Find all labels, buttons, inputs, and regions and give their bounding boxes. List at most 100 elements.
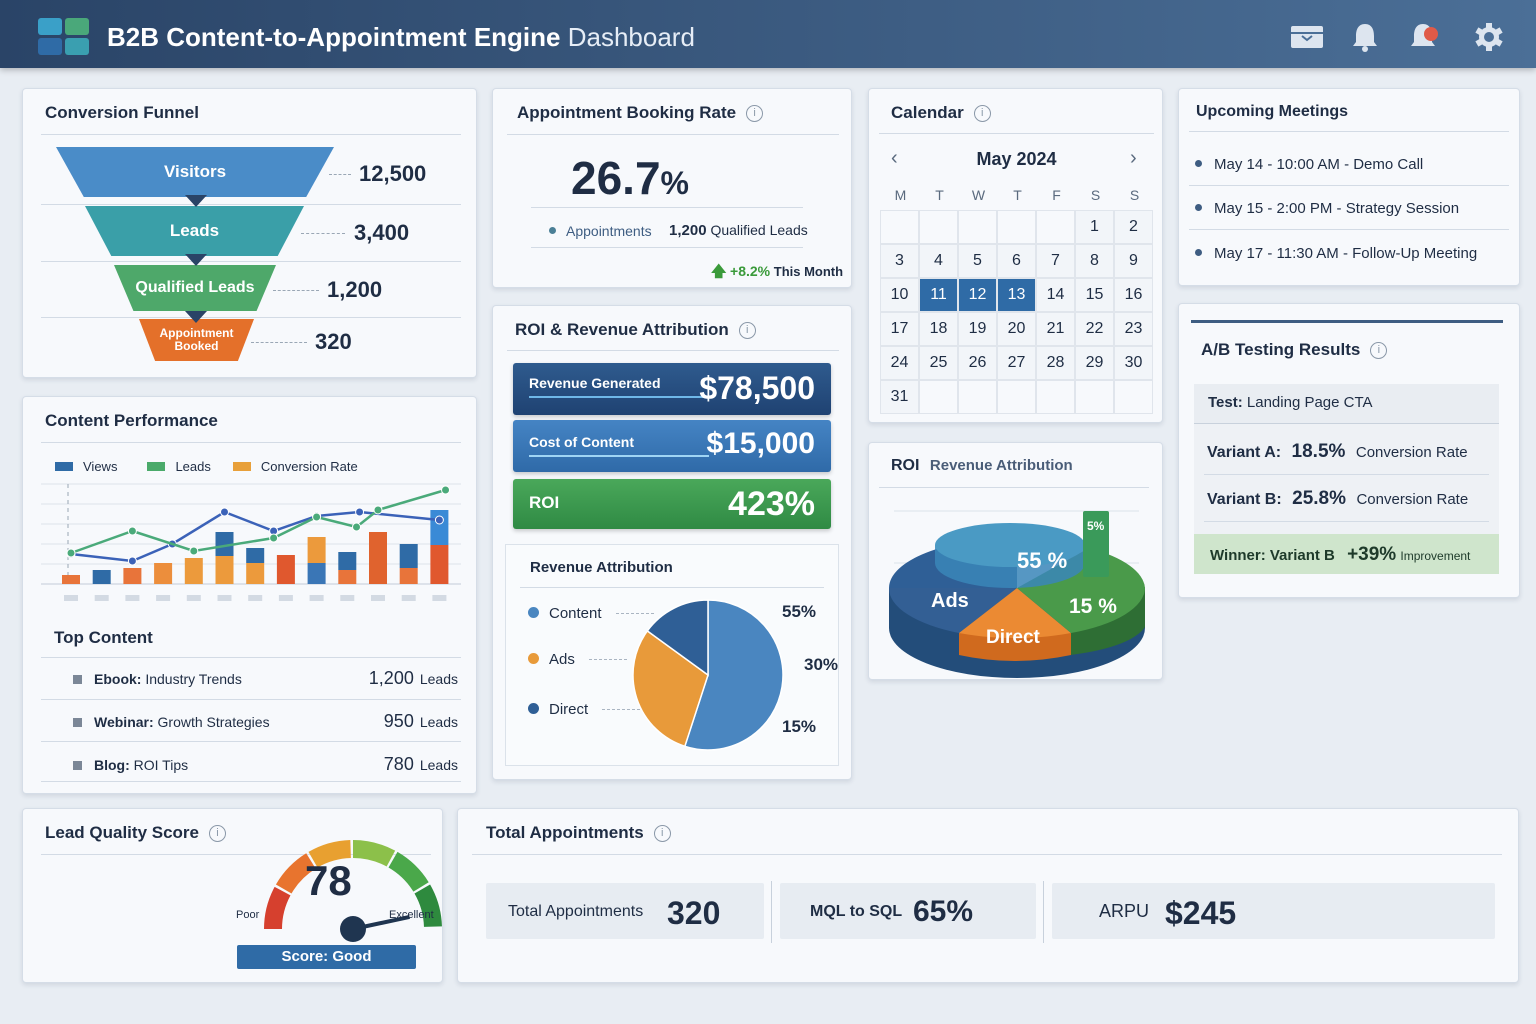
- calendar-day-18[interactable]: 18: [919, 312, 958, 346]
- x-tick-label: [94, 595, 109, 601]
- funnel-stage-appointment-booked[interactable]: Appointment Booked: [139, 319, 254, 361]
- gauge-min-label: Poor: [236, 909, 260, 921]
- line-point: [269, 533, 279, 543]
- stat-arpu: ARPU $245: [1052, 883, 1495, 939]
- panel-title: Upcoming Meetings: [1196, 103, 1349, 120]
- calendar-day-2[interactable]: 2: [1114, 210, 1153, 244]
- calendar-day-11[interactable]: 11: [919, 278, 958, 312]
- pie-slice-ads: [632, 629, 709, 748]
- inbox-icon[interactable]: [1289, 22, 1325, 52]
- meeting-item[interactable]: May 15 - 2:00 PM - Strategy Session: [1195, 200, 1459, 217]
- panel-title: A/B Testing Results i: [1201, 340, 1388, 360]
- next-month-button[interactable]: ›: [1130, 147, 1137, 169]
- calendar-day-19[interactable]: 19: [958, 312, 997, 346]
- gauge-segment: [264, 886, 291, 930]
- bar-segment: [430, 545, 449, 584]
- info-icon[interactable]: i: [738, 322, 756, 339]
- calendar-day-28[interactable]: 28: [1036, 346, 1075, 380]
- info-icon[interactable]: i: [973, 105, 991, 122]
- funnel-stage-qualified-leads[interactable]: Qualified Leads: [114, 265, 276, 311]
- calendar-day-23[interactable]: 23: [1114, 312, 1153, 346]
- funnel-stage-visitors[interactable]: Visitors: [56, 147, 334, 197]
- label-direct: Direct: [986, 627, 1041, 648]
- top-content-item[interactable]: Webinar: Growth Strategies: [73, 714, 270, 730]
- calendar-day-15[interactable]: 15: [1075, 278, 1114, 312]
- top-content-item[interactable]: Blog: ROI Tips: [73, 757, 188, 773]
- calendar-day-4[interactable]: 4: [919, 244, 958, 278]
- x-tick-label: [125, 595, 140, 601]
- calendar-empty-cell: [1075, 380, 1114, 414]
- roi-attribution-3d-panel: ROI Revenue Attribution 55 % 15 % 5% Ads…: [868, 442, 1163, 680]
- bar-segment: [184, 558, 203, 584]
- calendar-day-24[interactable]: 24: [880, 346, 919, 380]
- bar-segment: [369, 532, 387, 584]
- calendar-day-29[interactable]: 29: [1075, 346, 1114, 380]
- bar-segment: [338, 552, 357, 570]
- booking-legend: Appointments: [549, 223, 652, 239]
- panel-title: Total Appointments i: [486, 823, 671, 843]
- calendar-day-27[interactable]: 27: [997, 346, 1036, 380]
- info-icon[interactable]: i: [746, 105, 764, 122]
- label-5: 5%: [1087, 519, 1105, 533]
- info-icon[interactable]: i: [1370, 342, 1388, 359]
- bar-segment: [338, 570, 357, 584]
- info-icon[interactable]: i: [209, 825, 226, 842]
- calendar-day-6[interactable]: 6: [997, 244, 1036, 278]
- gauge-hub: [340, 916, 366, 942]
- calendar-day-7[interactable]: 7: [1036, 244, 1075, 278]
- bar-segment: [307, 563, 326, 584]
- calendar-day-9[interactable]: 9: [1114, 244, 1153, 278]
- calendar-day-3[interactable]: 3: [880, 244, 919, 278]
- gauge-segment: [308, 840, 352, 868]
- funnel-stage-leads[interactable]: Leads: [85, 206, 304, 256]
- calendar-empty-cell: [880, 210, 919, 244]
- funnel-value-qualified: 1,200: [327, 277, 383, 302]
- calendar-day-13[interactable]: 13: [997, 278, 1036, 312]
- calendar-empty-cell: [997, 210, 1036, 244]
- slice-15: [1017, 548, 1145, 633]
- roi-revenue-panel: ROI & Revenue Attribution i Revenue Gener…: [492, 305, 852, 780]
- content-performance-chart: [41, 483, 461, 601]
- calendar-day-30[interactable]: 30: [1114, 346, 1153, 380]
- bell-icon[interactable]: [1347, 22, 1383, 52]
- lead-score-value: 78: [305, 857, 352, 904]
- x-tick-label: [278, 595, 293, 601]
- info-icon[interactable]: i: [653, 825, 671, 842]
- calendar-day-8[interactable]: 8: [1075, 244, 1114, 278]
- notification-alert-icon[interactable]: [1407, 22, 1443, 52]
- conversion-funnel-panel: Conversion Funnel Visitors Leads Qualifi…: [22, 88, 477, 378]
- legend-ads: Ads: [528, 651, 627, 668]
- calendar-day-17[interactable]: 17: [880, 312, 919, 346]
- line-point: [220, 507, 229, 517]
- roi-card: ROI 423%: [513, 479, 831, 529]
- meeting-item[interactable]: May 14 - 10:00 AM - Demo Call: [1195, 156, 1423, 173]
- line-point: [312, 512, 322, 522]
- calendar-day-10[interactable]: 10: [880, 278, 919, 312]
- app-header: B2B Content-to-Appointment Engine Dashbo…: [0, 0, 1536, 68]
- calendar-empty-cell: [919, 210, 958, 244]
- top-content-item[interactable]: Ebook: Industry Trends: [73, 671, 242, 687]
- prev-month-button[interactable]: ‹: [891, 147, 898, 169]
- calendar-day-20[interactable]: 20: [997, 312, 1036, 346]
- calendar-day-16[interactable]: 16: [1114, 278, 1153, 312]
- lead-quality-gauge: [264, 840, 442, 942]
- calendar-day-21[interactable]: 21: [1036, 312, 1075, 346]
- calendar-day-31[interactable]: 31: [880, 380, 919, 414]
- calendar-day-1[interactable]: 1: [1075, 210, 1114, 244]
- bar-segment: [246, 563, 265, 584]
- slice-55: [935, 523, 1085, 567]
- top-content-leads: 950 Leads: [383, 711, 458, 731]
- x-tick-label: [401, 595, 416, 601]
- slice-ads-lower: [888, 588, 1017, 633]
- calendar-day-12[interactable]: 12: [958, 278, 997, 312]
- calendar-day-5[interactable]: 5: [958, 244, 997, 278]
- chart-legend: Views Leads Conversion Rate: [55, 459, 358, 474]
- gear-icon[interactable]: [1471, 22, 1507, 52]
- calendar-day-22[interactable]: 22: [1075, 312, 1114, 346]
- pie-slice-direct: [646, 599, 709, 677]
- meeting-item[interactable]: May 17 - 11:30 AM - Follow-Up Meeting: [1195, 245, 1477, 262]
- calendar-day-25[interactable]: 25: [919, 346, 958, 380]
- calendar-day-14[interactable]: 14: [1036, 278, 1075, 312]
- calendar-empty-cell: [1114, 380, 1153, 414]
- calendar-day-26[interactable]: 26: [958, 346, 997, 380]
